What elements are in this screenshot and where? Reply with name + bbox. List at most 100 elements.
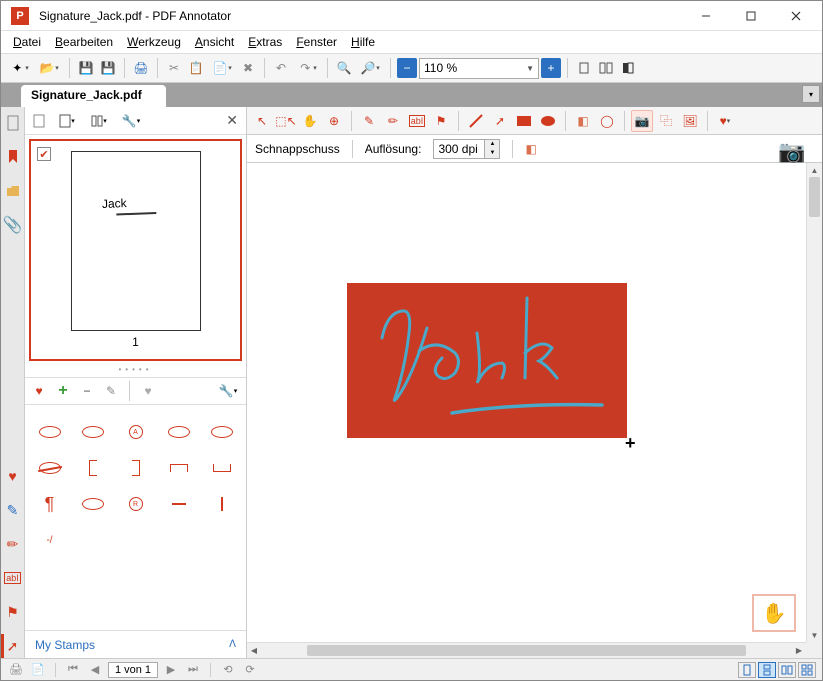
strip-attachment-icon[interactable]: 📎 xyxy=(3,213,23,237)
page-icon[interactable] xyxy=(29,111,49,131)
new-button[interactable]: ✦▾ xyxy=(5,58,33,78)
vertical-scrollbar[interactable]: ▲ ▼ xyxy=(806,163,822,642)
highlighter-tool[interactable]: ✏ xyxy=(382,110,404,132)
stamp-item[interactable] xyxy=(162,455,195,481)
view-grid-button[interactable] xyxy=(798,662,816,678)
copy-button[interactable]: 📋 xyxy=(186,58,206,78)
stamp-item[interactable] xyxy=(205,527,238,553)
stamp-item[interactable] xyxy=(119,455,152,481)
pointer-tool[interactable]: ↖ xyxy=(251,110,273,132)
strip-arrow-icon[interactable]: ➚ xyxy=(3,634,23,658)
minimize-button[interactable] xyxy=(683,1,728,30)
scroll-thumb[interactable] xyxy=(809,177,820,217)
nav-back-button[interactable]: ⟲ xyxy=(219,662,237,678)
menu-fenster[interactable]: Fenster xyxy=(290,33,343,51)
split-grip[interactable]: ••••• xyxy=(25,365,246,377)
stamp-item[interactable] xyxy=(33,419,66,445)
new-page-button[interactable]: ▾ xyxy=(53,111,81,131)
stamp-item[interactable] xyxy=(162,419,195,445)
wrench-button[interactable]: 🔧▾ xyxy=(117,111,145,131)
rect-tool[interactable] xyxy=(513,110,535,132)
document-tab[interactable]: Signature_Jack.pdf xyxy=(21,85,166,107)
layout-button[interactable]: ▾ xyxy=(85,111,113,131)
stamp-item[interactable] xyxy=(76,527,109,553)
scroll-up-icon[interactable]: ▲ xyxy=(807,163,822,177)
stamp-item[interactable]: -/ xyxy=(33,527,66,553)
eraser-tool[interactable]: ◧ xyxy=(572,110,594,132)
select-tool[interactable]: ⬚↖ xyxy=(275,110,297,132)
cut-button[interactable]: ✂ xyxy=(164,58,184,78)
view-continuous-button[interactable] xyxy=(758,662,776,678)
menu-bearbeiten[interactable]: Bearbeiten xyxy=(49,33,119,51)
stamp-item[interactable] xyxy=(76,419,109,445)
zoom-tool[interactable]: ⊕ xyxy=(323,110,345,132)
menu-ansicht[interactable]: Ansicht xyxy=(189,33,240,51)
prev-page-button[interactable]: ◀ xyxy=(86,662,104,678)
zoom-out-button[interactable]: − xyxy=(397,58,417,78)
last-page-button[interactable]: ⏭ xyxy=(184,662,202,678)
strip-pencil-icon[interactable]: ✏ xyxy=(3,532,23,556)
tab-overflow-button[interactable]: ▾ xyxy=(802,85,820,103)
stamp-item[interactable] xyxy=(162,527,195,553)
redo-button[interactable]: ↷▾ xyxy=(293,58,321,78)
menu-werkzeug[interactable]: Werkzeug xyxy=(121,33,187,51)
stamp-item[interactable] xyxy=(162,491,195,517)
strip-pen-icon[interactable]: ✎ xyxy=(3,498,23,522)
zoom-select[interactable]: 110 % ▼ xyxy=(419,58,539,79)
canvas-viewport[interactable]: + xyxy=(247,163,806,642)
menu-extras[interactable]: Extras xyxy=(242,33,288,51)
strip-text-icon[interactable]: abI xyxy=(3,566,23,590)
delete-button[interactable]: ✖ xyxy=(238,58,258,78)
view-two-page-button[interactable] xyxy=(778,662,796,678)
image-tool[interactable]: 🖼 xyxy=(679,110,701,132)
dpi-field[interactable] xyxy=(434,142,484,156)
stamps-wrench-button[interactable]: 🔧▾ xyxy=(214,381,242,401)
stamp-item[interactable] xyxy=(76,491,109,517)
snapshot-selection[interactable] xyxy=(347,283,627,438)
first-page-button[interactable]: ⏮ xyxy=(64,662,82,678)
stamp-tool[interactable]: ⚑ xyxy=(430,110,452,132)
ellipse-tool[interactable] xyxy=(537,110,559,132)
scroll-left-icon[interactable]: ◀ xyxy=(247,643,261,658)
pan-tool[interactable]: ✋ xyxy=(299,110,321,132)
single-page-button[interactable] xyxy=(574,58,594,78)
strip-heart-icon[interactable]: ♥ xyxy=(3,464,23,488)
two-page-button[interactable] xyxy=(596,58,616,78)
heart-icon[interactable]: ♥ xyxy=(29,381,49,401)
toggle-panel-button[interactable] xyxy=(618,58,638,78)
close-button[interactable] xyxy=(773,1,818,30)
strip-stamp-icon[interactable]: ⚑ xyxy=(3,600,23,624)
stamp-item[interactable]: ¶ xyxy=(33,491,66,517)
scroll-down-icon[interactable]: ▼ xyxy=(807,628,822,642)
stamp-item[interactable] xyxy=(205,491,238,517)
crop-tool[interactable]: ⿻ xyxy=(655,110,677,132)
scroll-thumb[interactable] xyxy=(307,645,746,656)
maximize-button[interactable] xyxy=(728,1,773,30)
strip-pages-icon[interactable] xyxy=(3,111,23,135)
next-page-button[interactable]: ▶ xyxy=(162,662,180,678)
sidebar-close-button[interactable]: ✕ xyxy=(222,112,242,129)
remove-stamp-button[interactable]: − xyxy=(77,381,97,401)
stamp-item[interactable] xyxy=(33,455,66,481)
strip-bookmark-icon[interactable] xyxy=(3,145,23,169)
erase-snapshot-button[interactable]: ◧ xyxy=(525,142,536,156)
arrow-tool[interactable]: ➚ xyxy=(489,110,511,132)
thumbnail-area[interactable]: ✔ Jack 1 xyxy=(29,139,242,361)
stamp-item[interactable]: A xyxy=(119,419,152,445)
menu-datei[interactable]: Datei xyxy=(7,33,47,51)
undo-button[interactable]: ↶ xyxy=(271,58,291,78)
stamps-footer[interactable]: My Stamps ᐱ xyxy=(25,630,246,658)
sb-page-icon[interactable]: 📄 xyxy=(29,662,47,678)
textbox-tool[interactable]: abI xyxy=(406,110,428,132)
edit-stamp-button[interactable]: ✎ xyxy=(101,381,121,401)
favorite-tool[interactable]: ♥▾ xyxy=(714,110,736,132)
open-button[interactable]: 📂▾ xyxy=(35,58,63,78)
sb-print-icon[interactable]: 🖨 xyxy=(7,662,25,678)
spinner[interactable]: ▲▼ xyxy=(484,140,499,158)
thumbnail-checkbox[interactable]: ✔ xyxy=(37,147,51,161)
menu-hilfe[interactable]: Hilfe xyxy=(345,33,381,51)
paste-button[interactable]: 📄▾ xyxy=(208,58,236,78)
lasso-tool[interactable]: ◯ xyxy=(596,110,618,132)
strip-folder-icon[interactable] xyxy=(3,179,23,203)
hand-mode-button[interactable]: ✋ xyxy=(752,594,796,632)
